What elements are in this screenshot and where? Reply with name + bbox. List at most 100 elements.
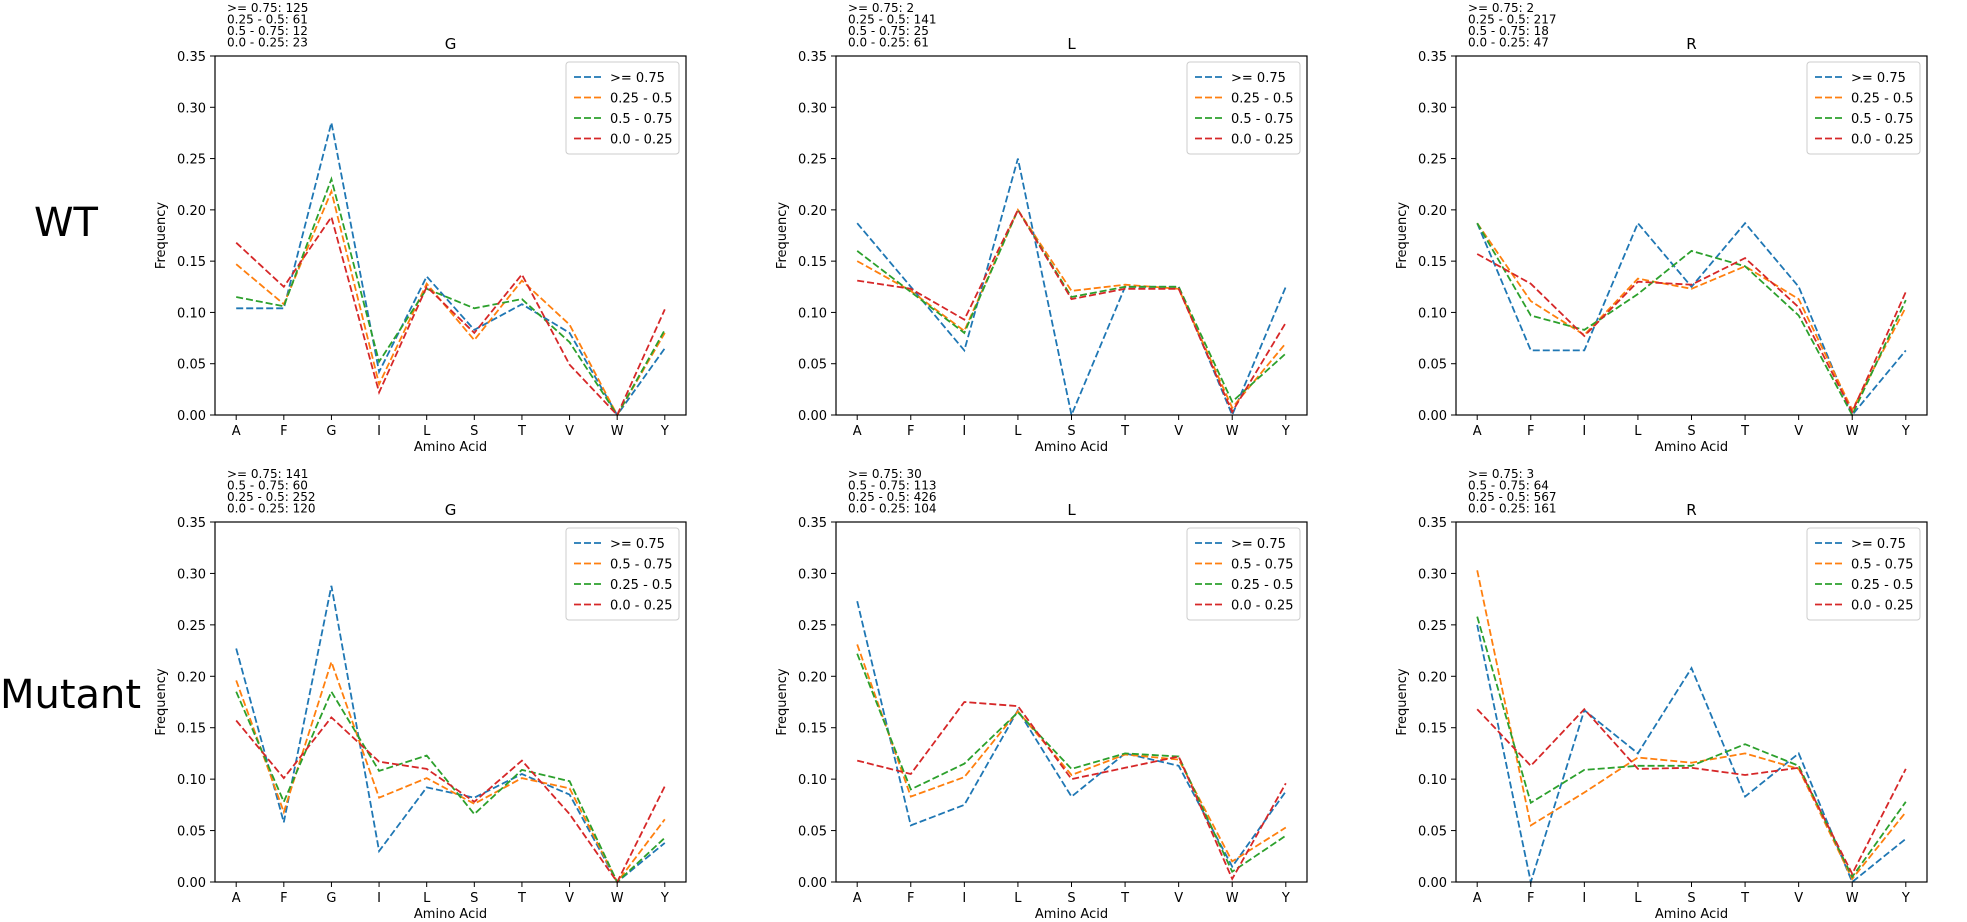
x-axis-label: Amino Acid <box>1035 440 1108 455</box>
legend-label: >= 0.75 <box>610 537 665 552</box>
legend-label: 0.25 - 0.5 <box>1851 92 1914 107</box>
legend-label: 0.25 - 0.5 <box>1851 578 1914 593</box>
x-tick-label: L <box>1634 424 1642 439</box>
count-annotation: 0.5 - 0.75: 60 <box>227 479 308 493</box>
y-tick-label: 0.35 <box>177 516 206 531</box>
series-line-3 <box>235 689 666 884</box>
y-tick-label: 0.00 <box>798 876 827 891</box>
x-tick-label: S <box>470 891 478 906</box>
row-label-mutant: Mutant <box>0 672 142 718</box>
count-annotation: 0.5 - 0.75: 25 <box>848 24 929 38</box>
legend-box <box>565 527 680 621</box>
x-tick-label: G <box>326 891 336 906</box>
legend-label: 0.5 - 0.75 <box>610 112 673 127</box>
count-annotation: 0.0 - 0.25: 104 <box>848 502 937 516</box>
series-line-1 <box>856 158 1287 419</box>
legend-label: 0.5 - 0.75 <box>610 558 673 573</box>
x-tick-label: I <box>1582 891 1586 906</box>
y-tick-label: 0.20 <box>798 670 827 685</box>
y-tick-label: 0.10 <box>1418 306 1447 321</box>
y-tick-label: 0.00 <box>1418 409 1447 424</box>
chart-panel-1: 0.00 0.05 0.10 0.15 0.20 0.25 0.30 0.35 A F G I L S T V… <box>154 1 687 455</box>
count-annotation: 0.25 - 0.5: 252 <box>227 490 316 504</box>
y-tick-label: 0.00 <box>1418 876 1447 891</box>
x-tick-label: A <box>232 424 241 439</box>
x-tick-label: S <box>1067 424 1075 439</box>
count-annotation: 0.25 - 0.5: 217 <box>1468 13 1557 27</box>
x-tick-label: V <box>565 891 574 906</box>
y-axis-label: Frequency <box>154 202 169 269</box>
chart-title: R <box>1686 501 1696 519</box>
series-line-1 <box>856 600 1287 869</box>
y-tick-label: 0.30 <box>177 567 206 582</box>
y-tick-label: 0.25 <box>798 153 827 168</box>
x-tick-label: L <box>423 424 431 439</box>
legend-label: >= 0.75 <box>1851 537 1906 552</box>
x-tick-label: W <box>611 424 624 439</box>
y-tick-label: 0.15 <box>1418 722 1447 737</box>
y-tick-label: 0.05 <box>1418 358 1447 373</box>
series-line-1 <box>235 585 666 884</box>
series-line-2 <box>235 188 666 417</box>
count-annotation: >= 0.75: 125 <box>227 1 308 15</box>
y-axis-label: Frequency <box>1395 668 1410 735</box>
x-tick-label: W <box>1846 424 1859 439</box>
x-tick-label: F <box>907 891 914 906</box>
series-line-4 <box>1476 707 1907 876</box>
y-tick-label: 0.25 <box>1418 153 1447 168</box>
x-tick-label: F <box>907 424 914 439</box>
count-annotation: 0.0 - 0.25: 61 <box>848 36 929 50</box>
y-tick-label: 0.25 <box>177 153 206 168</box>
y-tick-label: 0.05 <box>798 825 827 840</box>
legend-box <box>1806 527 1921 621</box>
y-tick-label: 0.20 <box>1418 670 1447 685</box>
y-tick-label: 0.35 <box>1418 516 1447 531</box>
count-annotation: 0.5 - 0.75: 18 <box>1468 24 1549 38</box>
x-tick-label: V <box>1794 424 1803 439</box>
legend-label: 0.5 - 0.75 <box>1231 558 1294 573</box>
x-tick-label: I <box>377 424 381 439</box>
x-tick-label: I <box>377 891 381 906</box>
x-tick-label: V <box>565 424 574 439</box>
plot-frame <box>214 521 687 883</box>
count-annotation: 0.25 - 0.5: 141 <box>848 13 937 27</box>
y-tick-label: 0.15 <box>798 255 827 270</box>
chart-title: L <box>1067 35 1076 53</box>
legend-label: 0.0 - 0.25 <box>1851 133 1914 148</box>
x-tick-label: F <box>280 424 287 439</box>
y-tick-label: 0.10 <box>798 773 827 788</box>
x-tick-label: W <box>611 891 624 906</box>
legend-box <box>565 61 680 155</box>
x-tick-label: F <box>1527 424 1534 439</box>
series-line-3 <box>236 176 666 417</box>
y-tick-label: 0.10 <box>1418 773 1447 788</box>
x-tick-label: Y <box>660 891 669 906</box>
y-tick-label: 0.25 <box>1418 619 1447 634</box>
x-axis-label: Amino Acid <box>414 440 487 455</box>
x-tick-label: W <box>1846 891 1859 906</box>
x-tick-label: F <box>280 891 287 906</box>
y-tick-label: 0.05 <box>177 825 206 840</box>
y-tick-label: 0.20 <box>177 204 206 219</box>
legend-box <box>1186 527 1301 621</box>
x-tick-label: A <box>1473 424 1482 439</box>
y-tick-label: 0.20 <box>798 204 827 219</box>
chart-title: L <box>1067 501 1076 519</box>
legend-label: 0.25 - 0.5 <box>1231 578 1294 593</box>
x-axis-label: Amino Acid <box>414 907 487 922</box>
x-tick-label: S <box>1687 891 1695 906</box>
x-tick-label: L <box>1014 424 1022 439</box>
chart-title: R <box>1686 35 1696 53</box>
count-annotation: 0.25 - 0.5: 426 <box>848 490 937 504</box>
y-tick-label: 0.10 <box>798 306 827 321</box>
x-tick-label: T <box>1740 891 1749 906</box>
count-annotation: >= 0.75: 141 <box>227 467 308 481</box>
y-tick-label: 0.00 <box>177 409 206 424</box>
y-tick-label: 0.30 <box>1418 101 1447 116</box>
series-line-2 <box>1476 570 1907 881</box>
count-annotation: >= 0.75: 30 <box>848 467 922 481</box>
legend-label: 0.25 - 0.5 <box>1231 92 1294 107</box>
series-line-4 <box>856 701 1287 881</box>
y-tick-label: 0.15 <box>1418 255 1447 270</box>
x-tick-label: S <box>470 424 478 439</box>
